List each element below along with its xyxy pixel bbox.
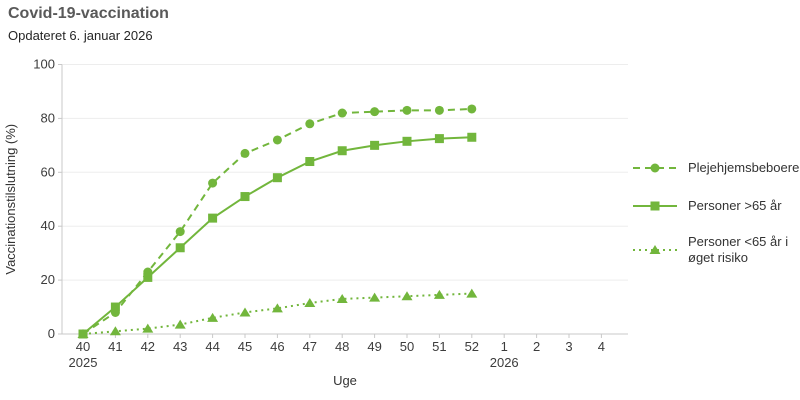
x-tick-label: 1 (501, 339, 508, 354)
square-marker (110, 302, 120, 312)
x-year-label: 2026 (490, 355, 519, 370)
circle-marker (175, 227, 185, 237)
circle-marker-legend (650, 163, 660, 173)
square-marker (175, 243, 185, 253)
square-marker (240, 192, 250, 202)
x-axis-title: Uge (333, 373, 357, 388)
series-0 (78, 104, 477, 339)
x-tick-label: 3 (565, 339, 572, 354)
x-tick-label: 44 (205, 339, 219, 354)
triangle-marker (466, 288, 478, 298)
gridlines (62, 64, 628, 281)
circle-marker (402, 105, 412, 115)
triangle-marker (174, 319, 186, 329)
x-tick-label: 48 (335, 339, 349, 354)
square-marker (272, 173, 282, 183)
legend-item-personer-over-65: Personer >65 år (632, 194, 800, 218)
x-tick-label: 46 (270, 339, 284, 354)
x-tick-label: 50 (400, 339, 414, 354)
triangle-marker (369, 292, 381, 302)
circle-marker (305, 119, 315, 129)
y-tick-label: 100 (33, 57, 55, 72)
x-tick-label: 41 (108, 339, 122, 354)
square-marker (370, 140, 380, 150)
triangle-marker (336, 293, 348, 303)
legend-label: Plejehjemsbeboere (688, 159, 800, 175)
circle-marker (208, 178, 218, 188)
square-marker (402, 136, 412, 146)
y-tick-label: 40 (41, 218, 55, 233)
circle-marker (370, 107, 380, 117)
legend-swatch-solid-square (633, 201, 677, 211)
circle-marker (467, 104, 477, 114)
legend-swatch-dotted-triangle (633, 245, 677, 254)
triangle-marker (433, 289, 445, 299)
series-2 (77, 288, 478, 338)
square-marker (434, 134, 444, 144)
triangle-marker (142, 323, 154, 333)
y-tick-label: 0 (48, 326, 55, 341)
legend-item-personer-under-65-risiko: Personer <65 år i øget risiko (632, 233, 800, 267)
x-tick-label: 40 (76, 339, 90, 354)
triangle-marker-legend (649, 245, 661, 254)
triangle-marker (77, 329, 89, 338)
x-tick-label: 2 (533, 339, 540, 354)
series-line-dotted (82, 292, 472, 335)
y-tick-label: 80 (41, 110, 55, 125)
updated-date: Opdateret 6. januar 2026 (8, 28, 153, 43)
x-tick-label: 51 (432, 339, 446, 354)
x-tick-label: 42 (141, 339, 155, 354)
circle-marker (240, 148, 250, 158)
triangle-marker (304, 298, 316, 308)
triangle-marker (401, 291, 413, 301)
x-tick-label: 47 (303, 339, 317, 354)
legend-label: Personer >65 år (688, 197, 782, 213)
legend-label: Personer <65 år i øget risiko (688, 233, 789, 265)
triangle-marker (109, 326, 121, 336)
triangle-marker (207, 312, 219, 322)
circle-marker (272, 135, 282, 145)
square-marker (337, 146, 347, 156)
legend-item-plejehjemsbeboere: Plejehjemsbeboere (632, 156, 800, 180)
square-marker (208, 213, 218, 223)
x-tick-label: 4 (598, 339, 605, 354)
triangle-marker (239, 307, 251, 317)
x-tick-label: 45 (238, 339, 252, 354)
square-marker (467, 132, 477, 142)
y-axis-title: Vaccinationstilslutning (%) (3, 124, 18, 275)
square-marker (305, 157, 315, 167)
y-tick-label: 20 (41, 272, 55, 287)
x-year-label: 2025 (69, 355, 98, 370)
circle-marker (434, 105, 444, 115)
triangle-marker (271, 303, 283, 313)
x-tick-label: 49 (367, 339, 381, 354)
circle-marker (337, 108, 347, 118)
x-tick-label: 43 (173, 339, 187, 354)
x-tick-label: 52 (465, 339, 479, 354)
y-tick-label: 60 (41, 164, 55, 179)
legend-swatch-dashed-circle (633, 163, 677, 173)
square-marker (143, 272, 153, 282)
square-marker-legend (650, 201, 660, 211)
page-title: Covid-19-vaccination (8, 5, 169, 22)
